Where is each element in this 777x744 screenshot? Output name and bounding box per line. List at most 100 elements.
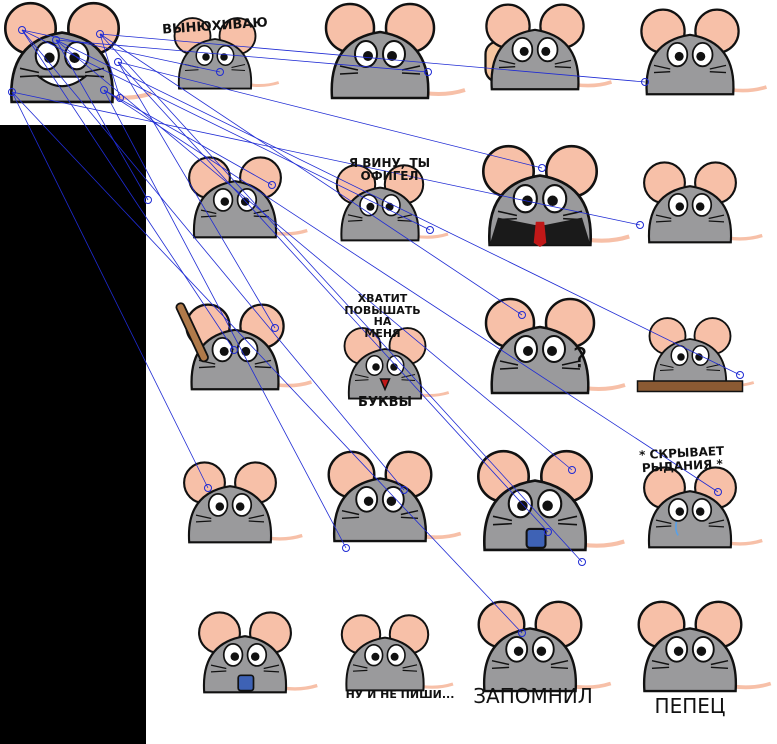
match-point: [18, 26, 26, 34]
match-point: [578, 558, 586, 566]
match-line: [117, 61, 543, 169]
match-line: [99, 33, 121, 99]
right-pupil: [547, 195, 558, 207]
whiskers: [659, 363, 721, 372]
match-line: [21, 29, 431, 231]
right-pupil: [390, 363, 398, 371]
right-pupil: [696, 646, 707, 656]
left-pupil: [523, 346, 533, 356]
right-pupil: [696, 51, 706, 61]
right-pupil: [541, 46, 551, 56]
whiskers: [354, 373, 416, 382]
left-pupil: [673, 646, 684, 656]
sticker-wide-eyed: [183, 461, 303, 544]
right-pupil: [542, 500, 553, 512]
match-line: [103, 89, 719, 493]
open-mouth: [379, 378, 391, 392]
left-pupil: [675, 507, 685, 516]
match-line: [11, 91, 209, 489]
match-point: [268, 181, 276, 189]
left-pupil: [363, 51, 373, 61]
caption-stop-shouting: ХВАТИТ ПОВЫШАТЬ НА МЕНЯ: [344, 292, 421, 340]
left-pupil: [202, 53, 210, 61]
match-point: [736, 371, 744, 379]
match-point: [568, 466, 576, 474]
match-line: [11, 91, 523, 634]
left-pupil: [675, 202, 685, 211]
question-mark: ?: [572, 341, 588, 374]
whiskers: [19, 67, 105, 78]
whiskers: [497, 210, 583, 221]
sticker-remembered: [477, 600, 612, 693]
match-point: [544, 528, 552, 536]
cup: [525, 527, 547, 549]
whiskers: [347, 214, 413, 222]
match-point: [116, 94, 124, 102]
left-pupil: [219, 346, 229, 356]
match-point: [96, 30, 104, 38]
match-line: [103, 89, 347, 549]
right-pupil: [69, 52, 80, 64]
cup: [237, 674, 255, 692]
whiskers: [499, 360, 581, 370]
whiskers: [655, 519, 725, 528]
right-pupil: [220, 53, 228, 61]
grin: [35, 75, 89, 88]
match-line: [21, 29, 235, 351]
match-point: [204, 484, 212, 492]
whiskers: [210, 664, 280, 673]
sticker-crying: [643, 466, 763, 549]
match-line: [55, 39, 429, 73]
bat: [175, 302, 209, 363]
tie: [533, 221, 547, 247]
sticker-angry: [324, 2, 466, 100]
whiskers: [198, 359, 272, 369]
caption-blame: Я ВИНУ, ТЫ ОФИГЕЛ: [348, 156, 431, 183]
right-pupil: [695, 507, 705, 516]
sticker-lying-down: [335, 164, 449, 242]
caption-pepets: ПЕПЕЦ: [654, 694, 726, 718]
caption-hiding-tears: * СКРЫВАЕТ РЫДАНИЯ *: [638, 443, 725, 475]
match-point: [518, 629, 526, 637]
whiskers: [352, 664, 418, 672]
caption-letters: БУКВЫ: [358, 395, 412, 410]
match-line: [11, 91, 641, 226]
left-pupil: [220, 197, 230, 206]
whiskers: [491, 660, 569, 670]
match-point: [100, 86, 108, 94]
left-pupil: [230, 652, 240, 661]
right-pupil: [536, 646, 547, 656]
whiskers: [341, 510, 419, 520]
match-point: [271, 324, 279, 332]
left-pupil: [371, 652, 380, 661]
match-point: [714, 488, 722, 496]
match-point: [144, 196, 152, 204]
left-pupil: [519, 46, 529, 56]
sticker-grumpy: [640, 8, 768, 96]
match-line: [117, 61, 549, 533]
whiskers: [498, 59, 572, 69]
left-pupil: [517, 500, 528, 512]
sticker-coffee: [476, 449, 625, 552]
left-pupil: [513, 646, 524, 656]
match-point: [424, 68, 432, 76]
sticker-eyebrow: [643, 161, 763, 244]
whiskers: [200, 209, 270, 218]
match-line: [55, 39, 149, 201]
left-pupil: [674, 51, 684, 61]
right-pupil: [390, 652, 399, 661]
whiskers: [655, 214, 725, 223]
caption-remembered: ЗАПОМНИЛ: [473, 684, 593, 708]
match-line: [99, 33, 523, 316]
plank: [636, 380, 744, 393]
match-point: [518, 311, 526, 319]
right-pupil: [695, 202, 705, 211]
whiskers: [195, 514, 265, 523]
whiskers: [651, 660, 729, 670]
match-point: [538, 164, 546, 172]
caption-dont-write: НУ И НЕ ПИШИ...: [345, 688, 455, 701]
whiskers: [653, 64, 727, 74]
